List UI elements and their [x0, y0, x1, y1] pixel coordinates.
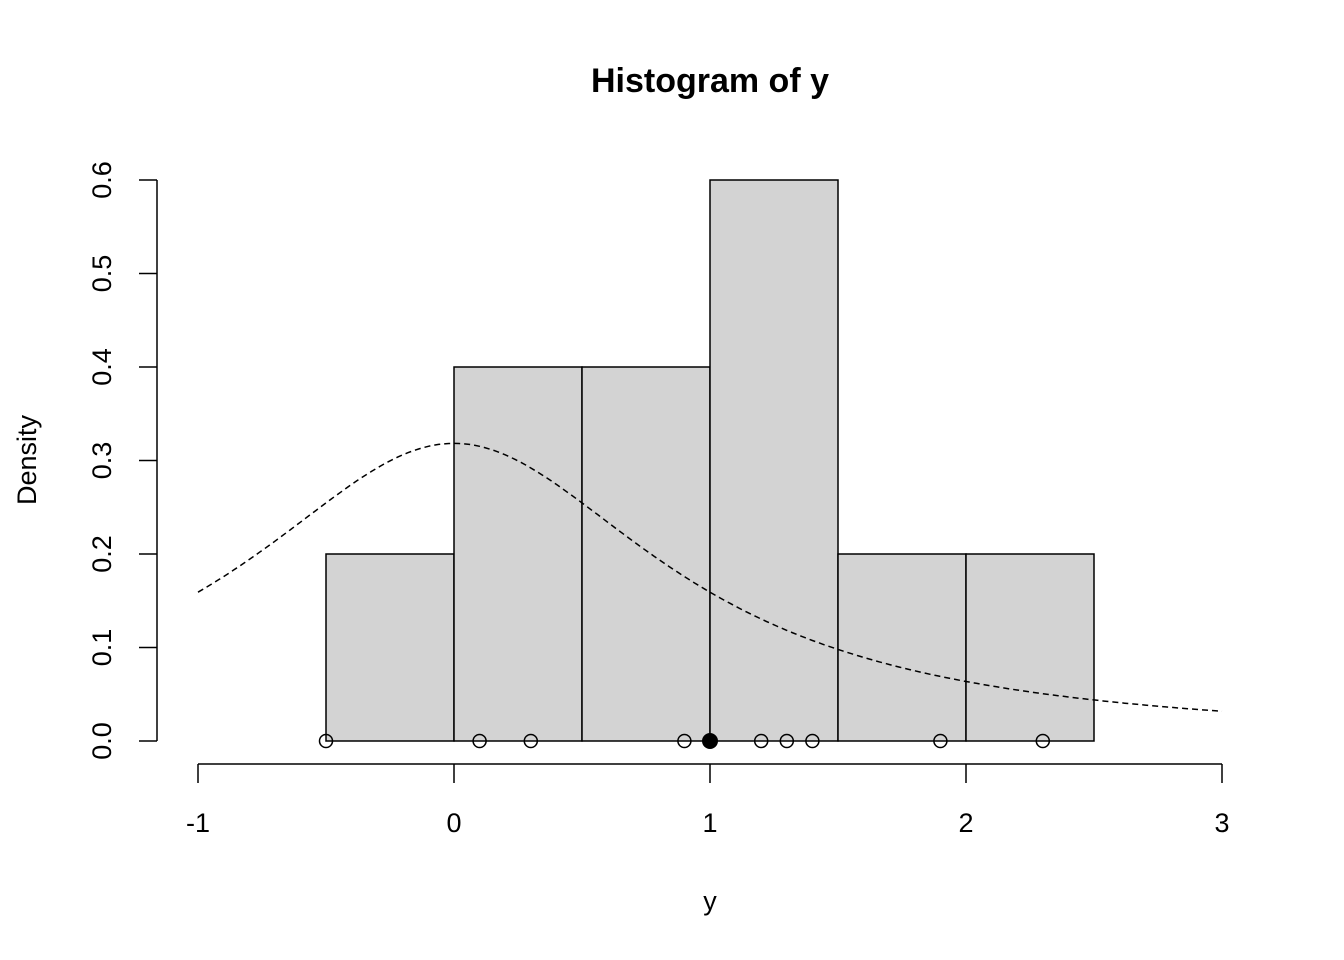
observation-point: [318, 733, 334, 749]
x-tick-label: 1: [702, 808, 717, 838]
y-tick-label: 0.1: [87, 629, 117, 667]
observation-point: [779, 733, 795, 749]
x-tick-label: 2: [958, 808, 973, 838]
y-tick-label: 0.0: [87, 722, 117, 760]
y-tick-label: 0.4: [87, 348, 117, 386]
y-tick-label: 0.5: [87, 255, 117, 293]
y-tick-label: 0.2: [87, 535, 117, 573]
observation-point: [677, 733, 692, 749]
y-tick-label: 0.3: [87, 442, 117, 480]
observation-point: [523, 733, 539, 749]
observation-point: [753, 733, 769, 749]
observation-point: [472, 733, 487, 749]
histogram-bar: [581, 366, 711, 742]
histogram-bar: [453, 366, 583, 742]
observation-point: [933, 733, 948, 749]
observation-point: [1035, 733, 1051, 749]
highlighted-point: [702, 733, 718, 749]
x-axis-label: y: [703, 886, 717, 916]
x-tick-label: -1: [186, 808, 210, 838]
x-tick-label: 3: [1214, 808, 1229, 838]
histogram-bar: [709, 179, 839, 742]
histogram-bar: [965, 553, 1095, 742]
chart-title: Histogram of y: [591, 62, 829, 100]
y-axis-label: Density: [12, 414, 42, 505]
histogram-bar: [837, 553, 967, 742]
y-tick-label: 0.6: [87, 161, 117, 199]
observation-point: [805, 733, 820, 749]
x-tick-label: 0: [446, 808, 461, 838]
histogram-bar: [325, 553, 455, 742]
